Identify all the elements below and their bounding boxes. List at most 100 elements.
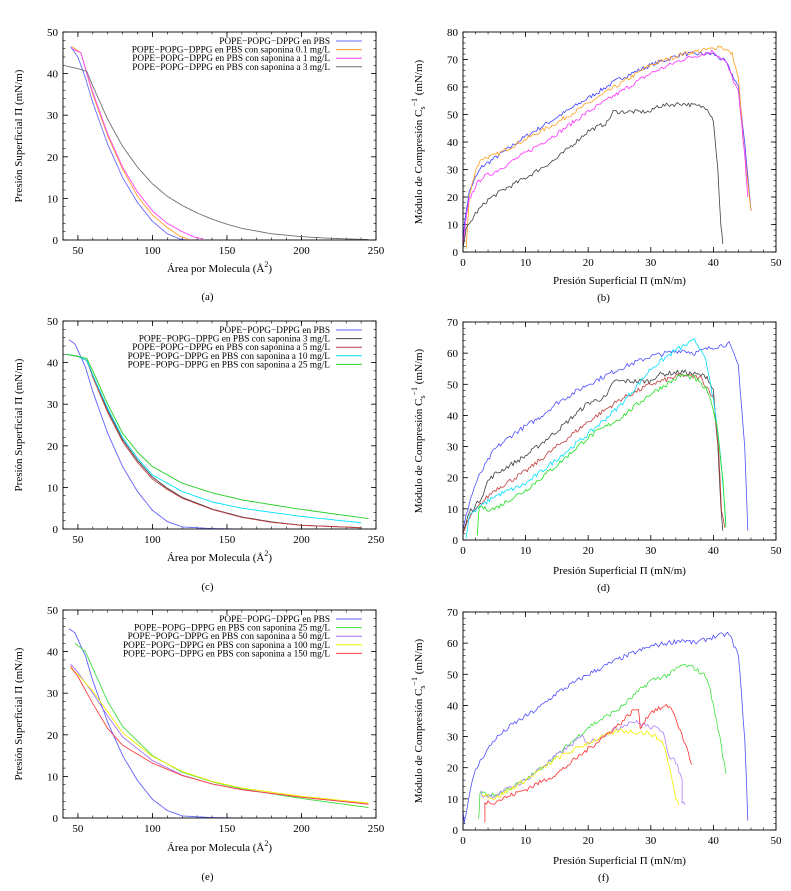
y-tick-label: 60 <box>447 82 459 94</box>
x-axis-label-part: 2 <box>264 839 268 848</box>
y-axis-label: Módulo de Compresión Cs−1 (mN/m) <box>410 59 427 224</box>
legend-label: POPE−POPG−DPPG en PBS con saponina a 3 m… <box>132 63 330 73</box>
x-tick-label: 20 <box>583 545 595 557</box>
y-axis-label-part: Presión Superficial Π (mN/m) <box>13 358 25 491</box>
y-tick-label: 0 <box>53 235 59 247</box>
plot-frame <box>62 320 377 530</box>
y-tick-label: 20 <box>447 192 459 204</box>
series-line-4 <box>484 704 692 823</box>
x-tick-label: 50 <box>771 545 783 557</box>
legend-label: POPE−POPG−DPPG en PBS <box>219 326 330 336</box>
y-axis-label-part: Módulo de Compresión C <box>413 110 425 225</box>
x-axis-label-part: ) <box>268 552 272 564</box>
y-tick-label: 80 <box>447 27 459 39</box>
plot-frame <box>62 31 377 241</box>
series-line-0 <box>462 341 749 531</box>
x-axis-label: Presión Superficial Π (mN/m) <box>553 855 686 867</box>
x-tick-label: 40 <box>708 257 720 269</box>
y-tick-label: 70 <box>447 607 459 619</box>
x-axis-label: Presión Superficial Π (mN/m) <box>553 565 686 577</box>
legend-label: POPE−POPG−DPPG en PBS con saponina a 150… <box>123 649 330 659</box>
x-tick-label: 150 <box>219 245 236 257</box>
series-line-0 <box>462 51 752 241</box>
y-tick-label: 10 <box>447 504 459 516</box>
y-tick-label: 10 <box>47 771 59 783</box>
series-line-0 <box>68 339 242 530</box>
x-tick-label: 250 <box>368 534 385 546</box>
series-line-2 <box>65 353 362 529</box>
x-axis-label-part: Área por Molecula (Å <box>167 842 264 854</box>
panel-caption: (f) <box>598 872 609 884</box>
series-line-3 <box>481 728 680 806</box>
x-tick-label: 100 <box>144 534 161 546</box>
y-axis-label: Presión Superficial Π (mN/m) <box>13 647 25 780</box>
legend: POPE−POPG−DPPG en PBS POPE−POPG−DPPG en P… <box>132 37 362 73</box>
series-line-3 <box>65 353 362 524</box>
legend-label: POPE−POPG−DPPG en PBS con saponina 25 mg… <box>134 624 330 634</box>
panel-caption: (e) <box>201 871 214 883</box>
y-tick-label: 0 <box>453 247 459 259</box>
y-axis-label-part: Presión Superficial Π (mN/m) <box>13 69 25 202</box>
y-tick-label: 20 <box>47 441 59 453</box>
panel-caption: (b) <box>597 292 610 304</box>
x-tick-label: 10 <box>520 545 532 557</box>
series-line-1 <box>465 45 752 250</box>
x-tick-label: 200 <box>293 823 310 835</box>
series-line-4 <box>477 373 727 536</box>
plot-frame <box>462 31 777 253</box>
y-tick-label: 60 <box>447 348 459 360</box>
x-tick-label: 100 <box>144 823 161 835</box>
series-line-2 <box>71 48 204 240</box>
y-tick-label: 30 <box>447 165 459 177</box>
x-axis-label-part: ) <box>268 842 272 854</box>
y-tick-label: 30 <box>447 442 459 454</box>
y-tick-label: 50 <box>47 605 59 617</box>
x-axis-label-part: ) <box>268 263 272 275</box>
legend-label: POPE−POPG−DPPG en PBS con saponina 3 mg/… <box>139 335 331 345</box>
y-tick-label: 40 <box>47 647 59 659</box>
series-line-3 <box>70 667 369 804</box>
x-tick-label: 50 <box>72 245 84 257</box>
legend-label: POPE−POPG−DPPG en PBS <box>219 37 330 47</box>
legend-label: POPE−POPG−DPPG en PBS con saponina a 25 … <box>128 360 331 370</box>
x-tick-label: 40 <box>708 545 720 557</box>
legend-label: POPE−POPG−DPPG en PBS con saponina a 50 … <box>128 632 331 642</box>
y-axis-label-part: Presión Superficial Π (mN/m) <box>13 647 25 780</box>
panel-d: 0 10 20 30 40 50 0 10 20 30 40 50 60 70 Presión Superf… <box>410 317 782 594</box>
x-tick-label: 50 <box>771 835 783 847</box>
series-line-1 <box>65 353 362 529</box>
plot-frame <box>62 609 377 819</box>
x-tick-label: 20 <box>583 835 595 847</box>
series-line-1 <box>478 663 727 819</box>
y-tick-label: 30 <box>447 732 459 744</box>
panel-c: 50 100 150 200 250 0 10 20 30 40 50 POPE−POPG−DPPG … <box>13 316 385 593</box>
x-axis-label-part: Presión Superficial Π (mN/m) <box>553 855 686 867</box>
y-axis-label-part: Módulo de Compresión C <box>413 689 425 804</box>
y-tick-label: 40 <box>47 358 59 370</box>
series-line-0 <box>68 628 242 819</box>
y-tick-label: 30 <box>47 110 59 122</box>
x-tick-label: 150 <box>219 823 236 835</box>
y-tick-label: 20 <box>47 152 59 164</box>
y-axis-label-part: s <box>418 686 427 689</box>
series-line-4 <box>70 665 369 805</box>
y-tick-label: 70 <box>447 317 459 329</box>
x-tick-label: 20 <box>583 257 595 269</box>
y-axis-label-part: −1 <box>410 387 419 396</box>
series-line-0 <box>70 46 186 241</box>
x-tick-label: 50 <box>72 823 84 835</box>
series-line-2 <box>462 373 726 534</box>
y-tick-label: 10 <box>47 482 59 494</box>
panel-caption: (a) <box>201 291 214 303</box>
x-tick-label: 250 <box>368 823 385 835</box>
y-axis-label: Módulo de Compresión Cs−1 (mN/m) <box>410 638 427 803</box>
y-axis-label-part: (mN/m) <box>413 59 425 98</box>
x-tick-label: 10 <box>520 835 532 847</box>
legend-label: POPE−POPG−DPPG en PBS con saponina a 100… <box>123 641 330 651</box>
series-line-3 <box>465 338 727 539</box>
y-tick-label: 50 <box>47 316 59 328</box>
y-tick-label: 50 <box>447 110 459 122</box>
y-axis-label-part: (mN/m) <box>413 348 425 387</box>
x-axis-label-part: Presión Superficial Π (mN/m) <box>553 275 686 287</box>
